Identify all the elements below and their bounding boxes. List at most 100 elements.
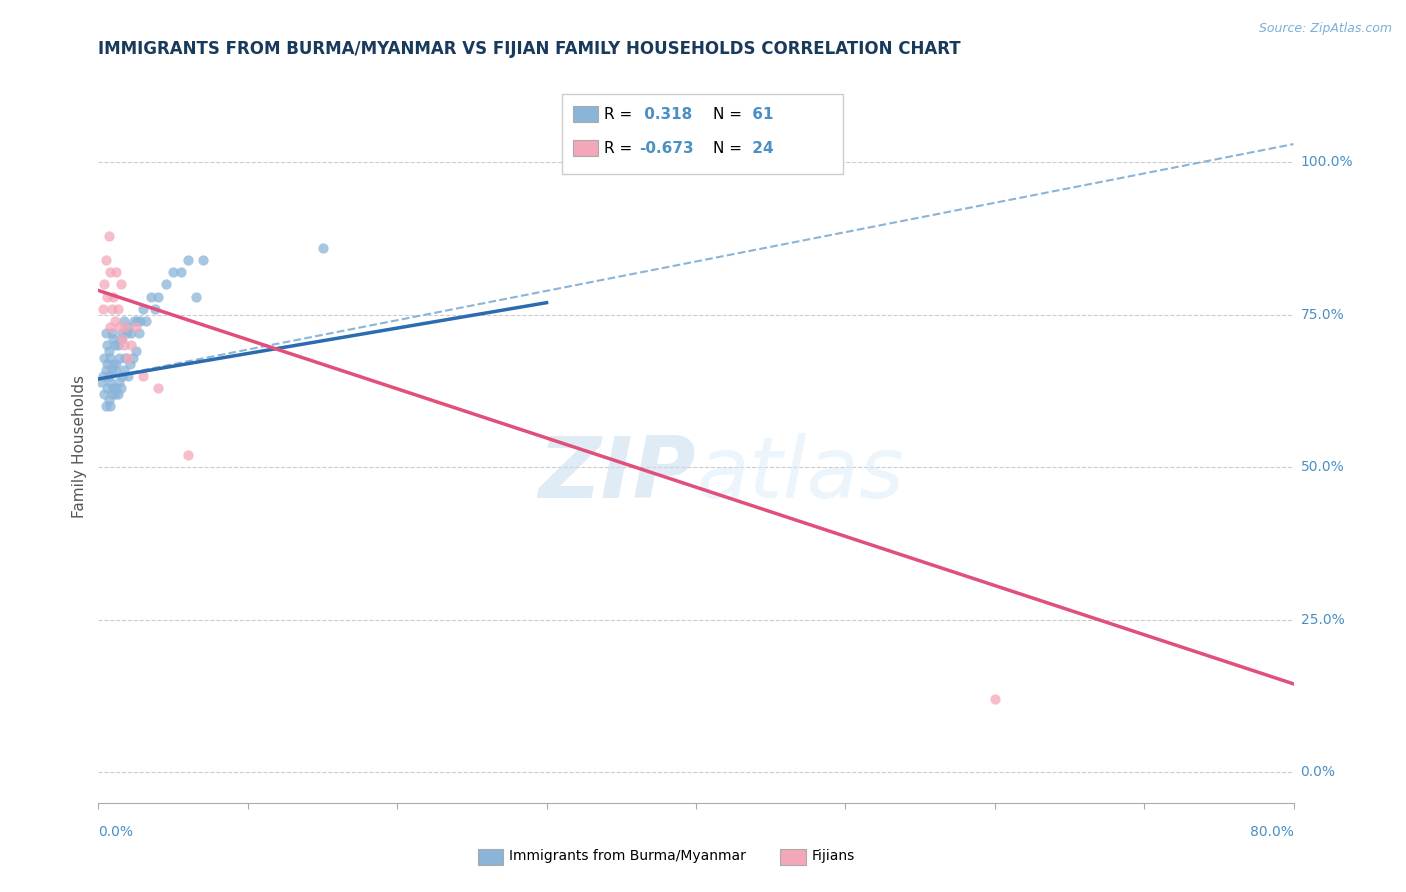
Point [107, 387, 129, 401]
Point [112, 338, 135, 352]
Point [110, 332, 132, 346]
Point [110, 277, 132, 292]
Point [127, 314, 149, 328]
Text: R =: R = [603, 141, 631, 155]
Point [111, 368, 134, 383]
Point [129, 314, 152, 328]
Point [97, 228, 120, 243]
Point [117, 368, 139, 383]
Point [107, 301, 129, 316]
Point [125, 320, 148, 334]
Point [148, 381, 170, 395]
Point [311, 241, 333, 255]
Point [105, 381, 128, 395]
Point [104, 338, 127, 352]
Point [94, 252, 117, 267]
Point [135, 314, 157, 328]
Point [121, 351, 143, 365]
Point [177, 252, 200, 267]
Text: 0.0%: 0.0% [98, 825, 134, 839]
Point [118, 357, 141, 371]
Y-axis label: Family Households: Family Households [72, 375, 87, 517]
Text: ZIP: ZIP [538, 433, 696, 516]
Point [97, 393, 120, 408]
Point [112, 363, 135, 377]
Text: Source: ZipAtlas.com: Source: ZipAtlas.com [1258, 22, 1392, 36]
Text: 75.0%: 75.0% [1301, 308, 1344, 322]
Point [96, 338, 118, 352]
Point [132, 301, 155, 316]
Text: 24: 24 [747, 141, 773, 155]
Point [96, 381, 118, 395]
Text: IMMIGRANTS FROM BURMA/MYANMAR VS FIJIAN FAMILY HOUSEHOLDS CORRELATION CHART: IMMIGRANTS FROM BURMA/MYANMAR VS FIJIAN … [98, 40, 962, 58]
Point [98, 375, 122, 389]
Point [104, 314, 127, 328]
Point [98, 351, 122, 365]
Point [103, 357, 125, 371]
Text: R =: R = [603, 107, 631, 121]
Point [98, 320, 122, 334]
Text: Fijians: Fijians [811, 849, 855, 863]
Point [91, 368, 114, 383]
Text: N =: N = [713, 107, 742, 121]
Point [177, 448, 200, 462]
Point [104, 363, 127, 377]
Point [101, 387, 124, 401]
Point [983, 692, 1005, 706]
Point [191, 252, 214, 267]
Point [101, 326, 124, 341]
Text: atlas: atlas [696, 433, 904, 516]
Point [110, 381, 132, 395]
Point [105, 265, 128, 279]
Point [107, 338, 129, 352]
Point [143, 301, 166, 316]
Point [125, 344, 148, 359]
Point [148, 289, 170, 303]
Point [105, 357, 128, 371]
Point [139, 289, 162, 303]
Point [96, 357, 118, 371]
Text: 61: 61 [747, 107, 773, 121]
Point [101, 363, 124, 377]
Point [108, 320, 131, 334]
Text: 80.0%: 80.0% [1250, 825, 1294, 839]
Point [155, 277, 177, 292]
Point [120, 326, 142, 341]
Point [97, 344, 120, 359]
Text: N =: N = [713, 141, 742, 155]
Point [96, 289, 118, 303]
Point [128, 326, 150, 341]
Point [120, 338, 142, 352]
Point [162, 265, 184, 279]
Point [115, 326, 138, 341]
Point [103, 381, 125, 395]
Point [108, 375, 131, 389]
Point [124, 314, 146, 328]
Point [114, 320, 136, 334]
Text: Immigrants from Burma/Myanmar: Immigrants from Burma/Myanmar [509, 849, 745, 863]
Point [97, 368, 120, 383]
Point [93, 277, 115, 292]
Point [94, 363, 117, 377]
Point [132, 368, 155, 383]
Point [108, 351, 131, 365]
Point [90, 375, 112, 389]
Point [91, 301, 114, 316]
Point [103, 289, 125, 303]
Point [169, 265, 191, 279]
Point [98, 265, 122, 279]
Text: 0.318: 0.318 [638, 107, 692, 121]
Text: 0.0%: 0.0% [1301, 765, 1336, 780]
Point [112, 314, 135, 328]
Text: 100.0%: 100.0% [1301, 155, 1353, 169]
Text: 25.0%: 25.0% [1301, 613, 1344, 627]
Point [103, 332, 125, 346]
Point [94, 400, 117, 414]
Point [111, 326, 134, 341]
Point [117, 351, 139, 365]
Point [104, 387, 127, 401]
Point [101, 301, 124, 316]
Point [184, 289, 207, 303]
Point [114, 351, 136, 365]
Point [98, 400, 122, 414]
